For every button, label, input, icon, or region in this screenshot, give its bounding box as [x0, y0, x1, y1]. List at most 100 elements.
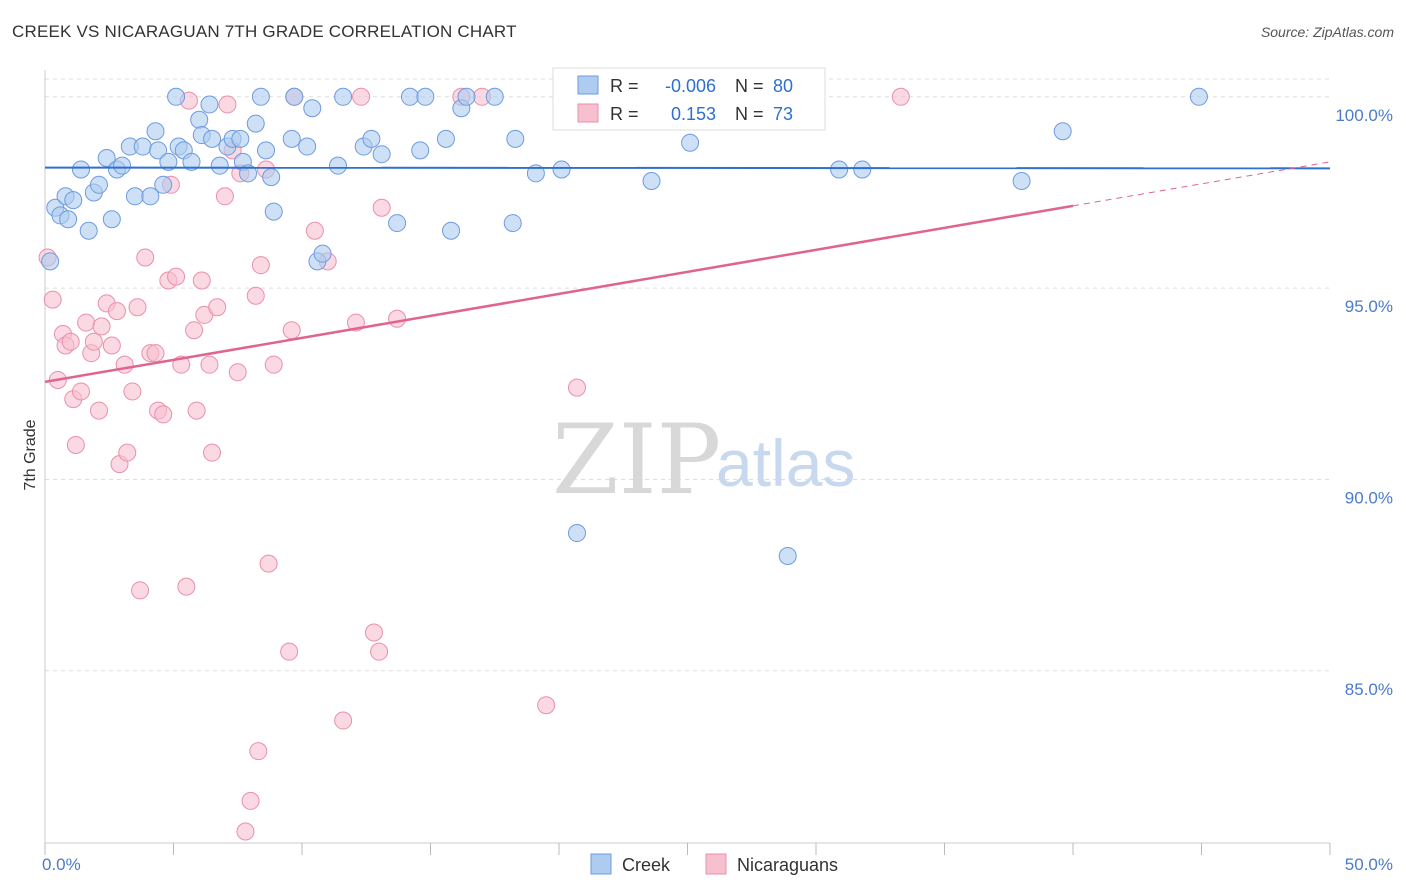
nicaraguans-point: [146, 344, 165, 363]
nicaraguans-point: [388, 309, 407, 328]
creek-trend-line: [44, 166, 1331, 170]
nicaraguans-point: [334, 711, 353, 730]
creek-point: [149, 141, 168, 160]
creek-point: [59, 210, 78, 229]
creek-point: [102, 210, 121, 229]
creek-point: [313, 244, 332, 263]
creek-point: [141, 187, 160, 206]
nicaraguans-point: [246, 286, 265, 305]
creek-point: [830, 160, 849, 179]
nicaraguans-point: [372, 198, 391, 217]
nicaraguans-point: [77, 313, 96, 332]
creek-point: [778, 546, 797, 565]
y-tick-label: 100.0%: [1335, 106, 1393, 125]
bottom-legend-nicaraguans: Nicaraguans: [737, 855, 838, 875]
creek-point: [200, 95, 219, 114]
y-tick-label: 95.0%: [1345, 297, 1393, 316]
nic-r-label: R =: [610, 104, 639, 124]
creek-point: [400, 87, 419, 106]
nicaraguans-point: [185, 321, 204, 340]
creek-point: [210, 156, 229, 175]
nicaraguans-point: [92, 317, 111, 336]
creek-point: [1053, 122, 1072, 141]
nicaraguans-point: [370, 642, 389, 661]
creek-point: [334, 87, 353, 106]
creek-point: [526, 164, 545, 183]
creek-point: [457, 87, 476, 106]
creek-r-value: -0.006: [665, 76, 716, 96]
nicaraguans-point: [282, 321, 301, 340]
creek-point: [853, 160, 872, 179]
nicaraguans-point: [115, 355, 134, 374]
creek-point: [154, 175, 173, 194]
nicaraguans-point: [123, 382, 142, 401]
nicaraguans-point: [241, 791, 260, 810]
nicaraguans-point: [891, 87, 910, 106]
creek-point: [388, 214, 407, 233]
nicaraguans-point: [177, 577, 196, 596]
y-tick-labels: 85.0% 90.0% 95.0% 100.0%: [1335, 106, 1393, 699]
nicaraguans-point: [200, 355, 219, 374]
creek-point: [89, 175, 108, 194]
watermark: ZIP atlas: [552, 404, 855, 516]
creek-point: [41, 252, 60, 271]
stats-legend: R = -0.006 N = 80 R = 0.153 N = 73: [552, 67, 826, 131]
creek-point: [485, 87, 504, 106]
nicaraguans-point: [352, 87, 371, 106]
creek-point: [298, 137, 317, 156]
creek-point: [1012, 171, 1031, 190]
y-tick-label: 90.0%: [1345, 488, 1393, 507]
creek-point: [285, 87, 304, 106]
nicaraguans-point: [43, 290, 62, 309]
trend-lines: [44, 161, 1331, 384]
creek-point: [203, 129, 222, 148]
nicaraguans-point: [259, 554, 278, 573]
creek-point: [436, 129, 455, 148]
nicaraguans-point: [208, 298, 227, 317]
bottom-legend-creek-swatch: [590, 853, 612, 875]
nicaraguans-trend-line: [44, 204, 1074, 384]
creek-point: [552, 160, 571, 179]
nicaraguans-point: [567, 378, 586, 397]
creek-point: [97, 149, 116, 168]
creek-point: [71, 160, 90, 179]
nicaraguans-swatch: [577, 103, 599, 123]
creek-point: [411, 141, 430, 160]
nicaraguans-point: [61, 332, 80, 351]
creek-point: [239, 164, 258, 183]
nic-n-label: N =: [735, 104, 764, 124]
creek-point: [64, 191, 83, 210]
nicaraguans-point: [187, 401, 206, 420]
creek-point: [372, 145, 391, 164]
creek-point: [251, 87, 270, 106]
nicaraguans-point: [131, 581, 150, 600]
creek-point: [416, 87, 435, 106]
creek-point: [328, 156, 347, 175]
nicaraguans-point: [203, 443, 222, 462]
nic-r-value: 0.153: [671, 104, 716, 124]
creek-point: [257, 141, 276, 160]
nicaraguans-point: [537, 696, 556, 715]
creek-point: [113, 156, 132, 175]
nic-n-value: 73: [773, 104, 793, 124]
creek-point: [159, 152, 178, 171]
creek-point: [442, 221, 461, 240]
creek-n-label: N =: [735, 76, 764, 96]
nicaraguans-point: [71, 382, 90, 401]
nicaraguans-point: [84, 332, 103, 351]
chart-title: CREEK VS NICARAGUAN 7TH GRADE CORRELATIO…: [12, 22, 517, 41]
creek-swatch: [577, 75, 599, 95]
nicaraguans-point: [102, 336, 121, 355]
nicaraguans-point: [228, 363, 247, 382]
nicaraguans-points: [38, 87, 910, 841]
creek-point: [146, 122, 165, 141]
nicaraguans-point: [66, 436, 85, 455]
nicaraguans-point: [218, 95, 237, 114]
source-label: Source: ZipAtlas.com: [1260, 24, 1394, 40]
creek-point: [190, 110, 209, 129]
nicaraguans-point: [264, 355, 283, 374]
nicaraguans-point: [167, 267, 186, 286]
nicaraguans-point: [107, 302, 126, 321]
creek-point: [231, 129, 250, 148]
